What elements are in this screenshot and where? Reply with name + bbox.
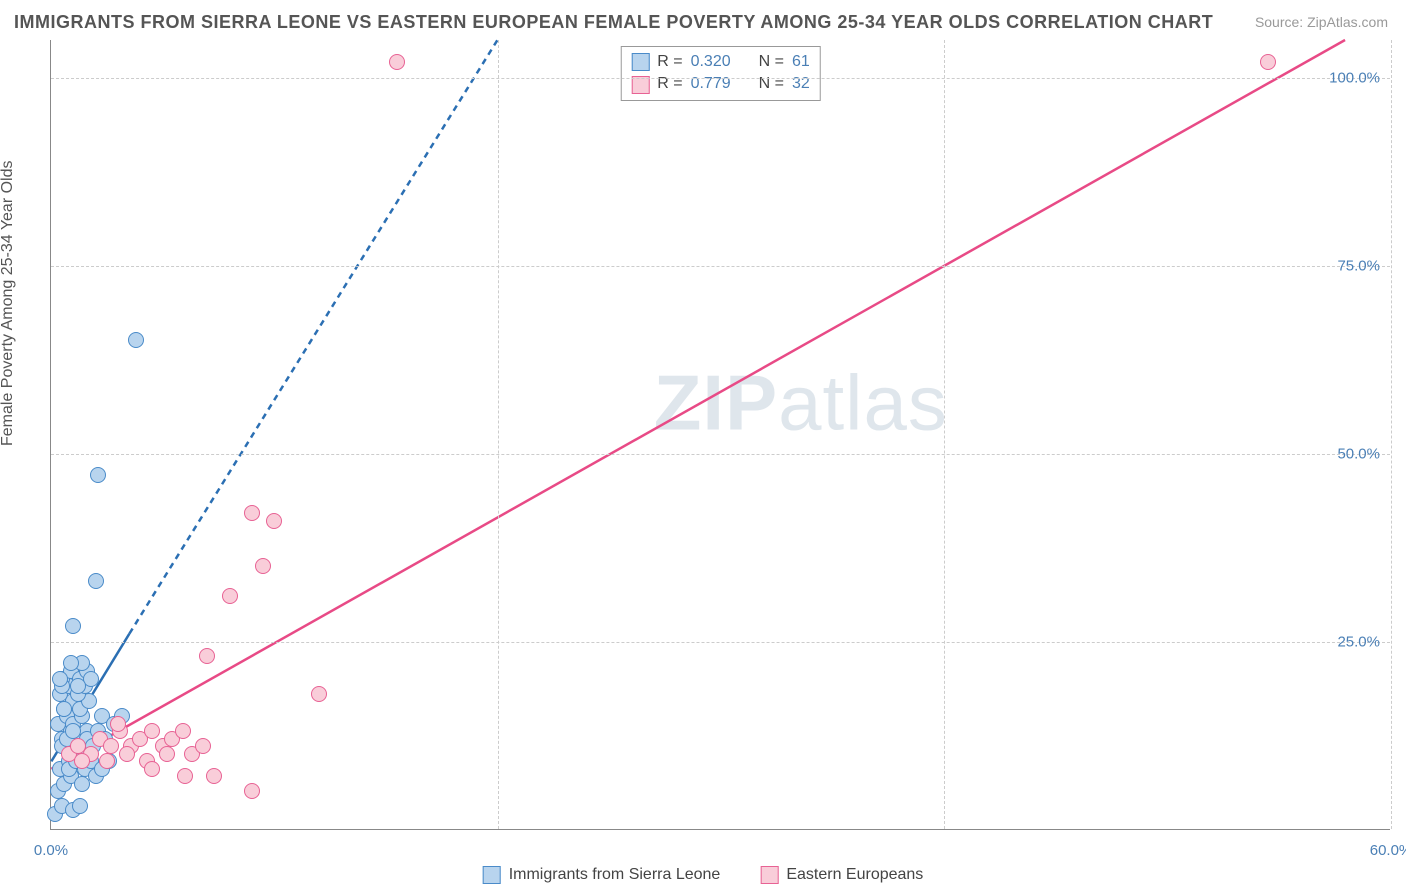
data-point	[199, 648, 215, 664]
data-point	[222, 588, 238, 604]
x-tick-label: 60.0%	[1370, 842, 1406, 859]
y-tick-label: 50.0%	[1337, 445, 1380, 462]
data-point	[99, 753, 115, 769]
data-point	[56, 701, 72, 717]
data-point	[266, 513, 282, 529]
gridline-v	[944, 40, 945, 829]
data-point	[103, 738, 119, 754]
data-point	[244, 783, 260, 799]
data-point	[65, 618, 81, 634]
legend-swatch-icon	[760, 866, 778, 884]
series-legend: Immigrants from Sierra Leone Eastern Euro…	[483, 866, 924, 884]
legend-n-value: 61	[792, 51, 810, 73]
data-point	[110, 716, 126, 732]
legend-n-label: N =	[759, 51, 784, 73]
data-point	[144, 723, 160, 739]
gridline-h	[51, 454, 1390, 455]
gridline-h	[51, 266, 1390, 267]
y-tick-label: 75.0%	[1337, 257, 1380, 274]
gridline-h	[51, 78, 1390, 79]
series-legend-label: Eastern Europeans	[786, 866, 923, 884]
legend-swatch-icon	[631, 53, 649, 71]
x-tick-label: 0.0%	[34, 842, 68, 859]
data-point	[90, 467, 106, 483]
stats-legend-row: R = 0.320 N = 61	[631, 51, 810, 73]
gridline-v	[498, 40, 499, 829]
data-point	[52, 671, 68, 687]
data-point	[119, 746, 135, 762]
data-point	[389, 54, 405, 70]
data-point	[195, 738, 211, 754]
legend-r-value: 0.320	[691, 51, 731, 73]
data-point	[177, 768, 193, 784]
source-label: Source: ZipAtlas.com	[1255, 14, 1388, 30]
legend-swatch-icon	[483, 866, 501, 884]
gridline-v	[1391, 40, 1392, 829]
data-point	[88, 573, 104, 589]
series-legend-item: Eastern Europeans	[760, 866, 923, 884]
data-point	[1260, 54, 1276, 70]
plot-area: ZIPatlas R =0.320N =61R =0.779N =32 25.0…	[50, 40, 1390, 830]
data-point	[144, 761, 160, 777]
data-point	[74, 753, 90, 769]
series-legend-item: Immigrants from Sierra Leone	[483, 866, 721, 884]
series-legend-label: Immigrants from Sierra Leone	[509, 866, 721, 884]
data-point	[63, 655, 79, 671]
data-point	[128, 332, 144, 348]
data-point	[311, 686, 327, 702]
y-tick-label: 25.0%	[1337, 633, 1380, 650]
y-tick-label: 100.0%	[1329, 69, 1380, 86]
gridline-h	[51, 642, 1390, 643]
chart-title: IMMIGRANTS FROM SIERRA LEONE VS EASTERN …	[14, 12, 1213, 33]
legend-r-label: R =	[657, 51, 682, 73]
stats-legend: R =0.320N =61R =0.779N =32	[620, 46, 821, 101]
data-point	[175, 723, 191, 739]
data-point	[244, 505, 260, 521]
data-point	[70, 678, 86, 694]
data-point	[255, 558, 271, 574]
trend-lines	[51, 40, 1390, 829]
data-point	[159, 746, 175, 762]
data-point	[72, 798, 88, 814]
data-point	[206, 768, 222, 784]
y-axis-label: Female Poverty Among 25-34 Year Olds	[0, 161, 17, 447]
